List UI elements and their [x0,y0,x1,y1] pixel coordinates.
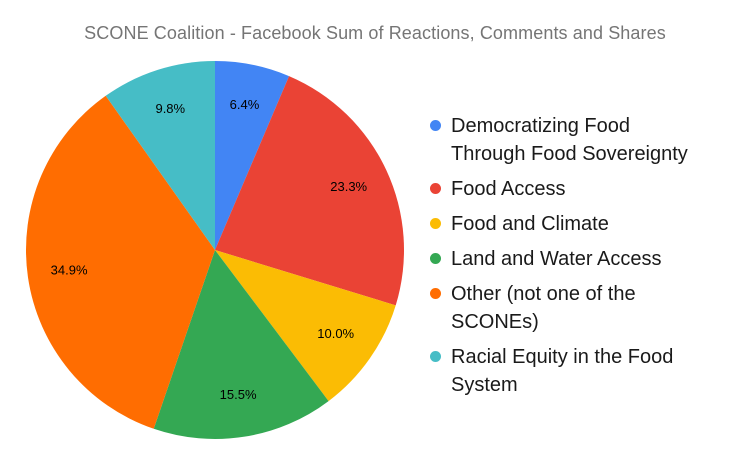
legend-item-5[interactable]: Other (not one of the SCONEs) [430,280,710,336]
legend-item-3[interactable]: Food and Climate [430,210,710,238]
pie-slice-label-3: 10.0% [317,326,354,341]
pie-slice-1[interactable] [215,61,290,250]
legend-label: Democratizing Food Through Food Sovereig… [451,115,688,165]
legend-item-4[interactable]: Land and Water Access [430,245,710,273]
legend-label: Food Access [451,178,566,200]
legend-dot-icon [430,218,441,229]
pie-slice-label-6: 9.8% [155,101,185,116]
pie-slice-label-2: 23.3% [330,179,367,194]
legend-dot-icon [430,253,441,264]
pie-slice-5[interactable] [25,95,216,429]
legend-item-1[interactable]: Democratizing Food Through Food Sovereig… [430,112,710,168]
legend-dot-icon [430,288,441,299]
pie-slice-label-1: 6.4% [230,97,260,112]
legend-item-6[interactable]: Racial Equity in the Food System [430,343,710,399]
chart-title: SCONE Coalition - Facebook Sum of Reacti… [84,23,666,43]
pie-slice-2[interactable] [215,76,405,306]
pie-slice-4[interactable] [153,250,329,440]
legend-label: Food and Climate [451,213,609,235]
legend-dot-icon [430,351,441,362]
legend-dot-icon [430,183,441,194]
pie-slice-label-5: 34.9% [51,262,88,277]
legend-label: Racial Equity in the Food System [451,346,674,396]
legend-label: Land and Water Access [451,248,662,270]
chart-legend: Democratizing Food Through Food Sovereig… [430,112,710,406]
pie-slice-3[interactable] [215,250,396,402]
legend-item-2[interactable]: Food Access [430,175,710,203]
pie-slice-label-4: 15.5% [220,387,257,402]
legend-label: Other (not one of the SCONEs) [451,283,636,333]
pie-chart: 6.4% 23.3% 10.0% 15.5% 34.9% 9.8% [25,61,405,440]
legend-dot-icon [430,120,441,131]
pie-slice-6[interactable] [105,61,215,250]
